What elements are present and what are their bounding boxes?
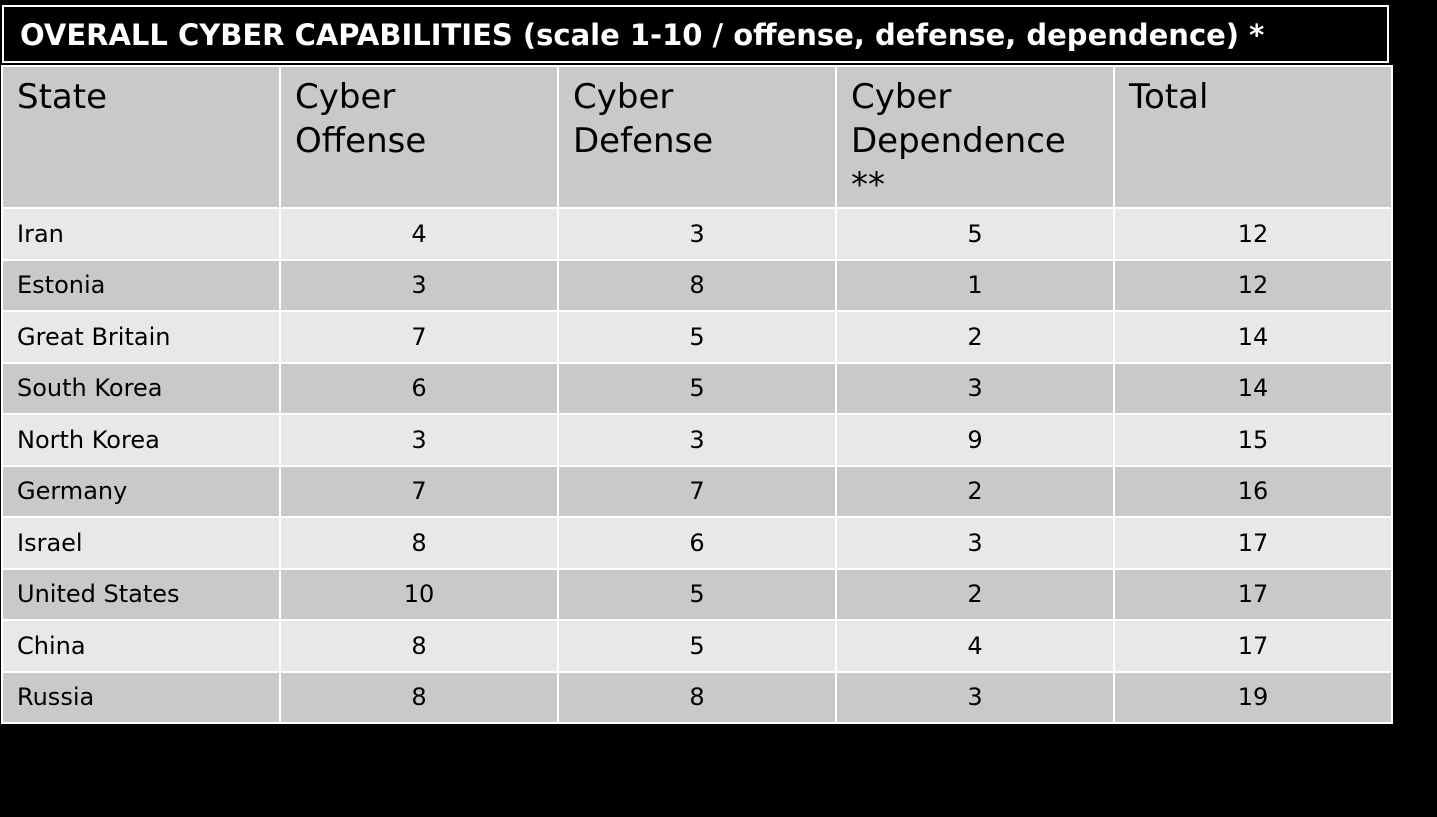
table-row: Estonia 3 8 1 12 xyxy=(1,258,1393,312)
header-total: Total xyxy=(1113,65,1393,209)
defense-cell: 5 xyxy=(557,567,837,621)
table-row: Great Britain 7 5 2 14 xyxy=(1,310,1393,364)
defense-cell: 5 xyxy=(557,361,837,415)
dependence-cell: 4 xyxy=(835,619,1115,673)
dependence-cell: 1 xyxy=(835,258,1115,312)
header-offense-line2: Offense xyxy=(295,121,427,161)
table-row: Germany 7 7 2 16 xyxy=(1,464,1393,518)
table-title: OVERALL CYBER CAPABILITIES (scale 1-10 /… xyxy=(20,18,1265,52)
total-cell: 12 xyxy=(1113,207,1393,261)
state-cell: China xyxy=(1,619,281,673)
header-cyber-dependence: Cyber Dependence ** xyxy=(835,65,1115,209)
total-cell: 17 xyxy=(1113,567,1393,621)
total-cell: 17 xyxy=(1113,619,1393,673)
dependence-cell: 2 xyxy=(835,567,1115,621)
dependence-cell: 2 xyxy=(835,464,1115,518)
total-cell: 19 xyxy=(1113,670,1393,724)
table-row: Iran 4 3 5 12 xyxy=(1,207,1393,261)
header-cyber-defense: Cyber Defense xyxy=(557,65,837,209)
dependence-cell: 3 xyxy=(835,361,1115,415)
dependence-cell: 3 xyxy=(835,516,1115,570)
offense-cell: 3 xyxy=(279,413,559,467)
offense-cell: 8 xyxy=(279,619,559,673)
header-defense-line2: Defense xyxy=(573,121,714,161)
total-cell: 12 xyxy=(1113,258,1393,312)
state-cell: Germany xyxy=(1,464,281,518)
total-cell: 17 xyxy=(1113,516,1393,570)
header-cyber-offense: Cyber Offense xyxy=(279,65,559,209)
offense-cell: 7 xyxy=(279,464,559,518)
state-cell: Great Britain xyxy=(1,310,281,364)
state-cell: Russia xyxy=(1,670,281,724)
dependence-cell: 9 xyxy=(835,413,1115,467)
offense-cell: 7 xyxy=(279,310,559,364)
defense-cell: 8 xyxy=(557,258,837,312)
offense-cell: 4 xyxy=(279,207,559,261)
title-bar: OVERALL CYBER CAPABILITIES (scale 1-10 /… xyxy=(2,5,1389,63)
defense-cell: 5 xyxy=(557,310,837,364)
table-row: Israel 8 6 3 17 xyxy=(1,516,1393,570)
header-dependence-line1: Cyber xyxy=(851,77,952,117)
table-row: Russia 8 8 3 19 xyxy=(1,670,1393,724)
header-defense-line1: Cyber xyxy=(573,77,674,117)
dependence-cell: 5 xyxy=(835,207,1115,261)
table-row: China 8 5 4 17 xyxy=(1,619,1393,673)
cyber-capabilities-table: State Cyber Offense Cyber Defense Cyber … xyxy=(1,65,1393,724)
header-state: State xyxy=(1,65,281,209)
dependence-cell: 3 xyxy=(835,670,1115,724)
total-cell: 15 xyxy=(1113,413,1393,467)
state-cell: Iran xyxy=(1,207,281,261)
table-row: North Korea 3 3 9 15 xyxy=(1,413,1393,467)
state-cell: North Korea xyxy=(1,413,281,467)
state-cell: Israel xyxy=(1,516,281,570)
header-offense-line1: Cyber xyxy=(295,77,396,117)
total-cell: 14 xyxy=(1113,310,1393,364)
table-row: United States 10 5 2 17 xyxy=(1,567,1393,621)
header-total-label: Total xyxy=(1129,77,1209,117)
offense-cell: 8 xyxy=(279,670,559,724)
state-cell: United States xyxy=(1,567,281,621)
table-row: South Korea 6 5 3 14 xyxy=(1,361,1393,415)
header-state-label: State xyxy=(17,77,107,117)
state-cell: Estonia xyxy=(1,258,281,312)
offense-cell: 10 xyxy=(279,567,559,621)
header-dependence-line2: Dependence ** xyxy=(851,121,1066,205)
defense-cell: 6 xyxy=(557,516,837,570)
total-cell: 16 xyxy=(1113,464,1393,518)
offense-cell: 3 xyxy=(279,258,559,312)
defense-cell: 3 xyxy=(557,413,837,467)
offense-cell: 6 xyxy=(279,361,559,415)
defense-cell: 5 xyxy=(557,619,837,673)
header-row: State Cyber Offense Cyber Defense Cyber … xyxy=(1,65,1393,209)
defense-cell: 8 xyxy=(557,670,837,724)
defense-cell: 3 xyxy=(557,207,837,261)
state-cell: South Korea xyxy=(1,361,281,415)
defense-cell: 7 xyxy=(557,464,837,518)
total-cell: 14 xyxy=(1113,361,1393,415)
offense-cell: 8 xyxy=(279,516,559,570)
dependence-cell: 2 xyxy=(835,310,1115,364)
